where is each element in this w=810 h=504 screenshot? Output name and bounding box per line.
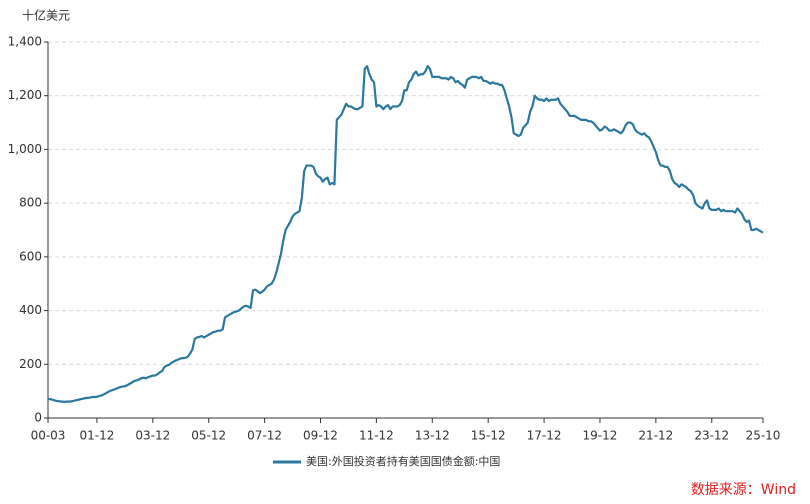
x-tick-label: 11-12: [359, 429, 394, 443]
y-axis-label: 十亿美元: [22, 8, 70, 23]
y-tick-label: 600: [19, 249, 42, 263]
x-tick-label: 21-12: [638, 429, 673, 443]
x-tick-label: 05-12: [191, 429, 226, 443]
y-tick-label: 400: [19, 303, 42, 317]
x-tick-label: 19-12: [583, 429, 618, 443]
x-tick-label: 25-10: [746, 429, 781, 443]
x-tick-label: 09-12: [303, 429, 338, 443]
y-tick-label: 1,000: [8, 142, 42, 156]
y-tick-label: 200: [19, 357, 42, 371]
legend-label: 美国:外国投资者持有美国国债金额:中国: [306, 454, 500, 468]
x-tick-label: 01-12: [79, 429, 114, 443]
x-tick-label: 15-12: [471, 429, 506, 443]
y-tick-label: 1,400: [8, 35, 42, 49]
y-tick-label: 800: [19, 196, 42, 210]
source-note: 数据来源：Wind: [691, 482, 796, 498]
x-tick-label: 13-12: [415, 429, 450, 443]
x-tick-label: 17-12: [527, 429, 562, 443]
y-tick-label: 0: [34, 411, 42, 425]
x-tick-label: 00-03: [31, 429, 66, 443]
data-line: [47, 65, 764, 403]
x-tick-label: 23-12: [694, 429, 729, 443]
y-tick-label: 1,200: [8, 88, 42, 102]
x-tick-label: 03-12: [135, 429, 170, 443]
x-tick-label: 07-12: [247, 429, 282, 443]
